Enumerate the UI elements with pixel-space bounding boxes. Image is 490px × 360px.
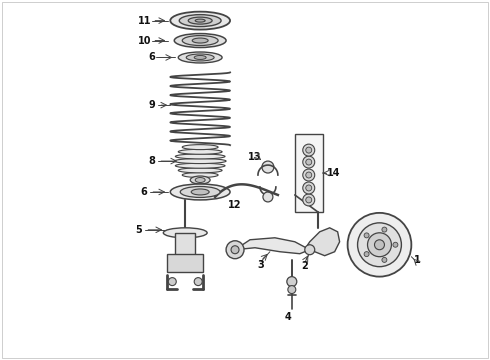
Circle shape: [393, 242, 398, 247]
Circle shape: [303, 194, 315, 206]
Ellipse shape: [175, 154, 225, 159]
Text: 8: 8: [148, 156, 155, 166]
Ellipse shape: [287, 276, 297, 287]
Text: 11: 11: [138, 15, 152, 26]
Circle shape: [226, 241, 244, 259]
Ellipse shape: [194, 55, 206, 59]
Text: 9: 9: [148, 100, 155, 110]
Circle shape: [364, 233, 369, 238]
Circle shape: [306, 159, 312, 165]
Text: 10: 10: [138, 36, 152, 46]
Polygon shape: [308, 228, 340, 256]
Text: 4: 4: [285, 312, 291, 323]
Ellipse shape: [288, 285, 296, 293]
Text: 6: 6: [148, 53, 155, 63]
Bar: [175, 233, 195, 255]
Ellipse shape: [195, 19, 205, 22]
Ellipse shape: [178, 52, 222, 63]
Ellipse shape: [174, 33, 226, 48]
Ellipse shape: [182, 172, 218, 177]
Circle shape: [306, 172, 312, 178]
Circle shape: [231, 246, 239, 254]
Ellipse shape: [178, 168, 222, 173]
Ellipse shape: [178, 149, 222, 154]
Ellipse shape: [171, 184, 230, 200]
Circle shape: [382, 257, 387, 262]
Text: 2: 2: [301, 261, 308, 271]
Text: 12: 12: [228, 200, 242, 210]
Ellipse shape: [190, 176, 210, 184]
Ellipse shape: [195, 177, 205, 183]
Ellipse shape: [163, 228, 207, 238]
Circle shape: [347, 213, 412, 276]
Circle shape: [382, 227, 387, 232]
Circle shape: [303, 182, 315, 194]
Circle shape: [168, 278, 176, 285]
Text: 6: 6: [141, 187, 147, 197]
Ellipse shape: [180, 186, 220, 197]
Bar: [167, 254, 203, 272]
Circle shape: [306, 185, 312, 191]
Bar: [295, 134, 323, 212]
Circle shape: [306, 147, 312, 153]
Circle shape: [306, 197, 312, 203]
Ellipse shape: [191, 189, 209, 195]
Ellipse shape: [175, 163, 225, 168]
Circle shape: [262, 161, 274, 173]
Ellipse shape: [174, 159, 226, 163]
Circle shape: [303, 144, 315, 156]
Ellipse shape: [186, 54, 214, 61]
Ellipse shape: [171, 12, 230, 30]
Ellipse shape: [182, 145, 218, 150]
Text: 3: 3: [258, 260, 264, 270]
Text: 13: 13: [248, 152, 262, 162]
Circle shape: [374, 240, 385, 250]
Circle shape: [358, 223, 401, 267]
Circle shape: [194, 278, 202, 285]
Text: 14: 14: [327, 168, 340, 178]
Text: 5: 5: [135, 225, 142, 235]
Ellipse shape: [179, 15, 221, 27]
Circle shape: [368, 233, 392, 257]
Polygon shape: [235, 238, 310, 254]
Circle shape: [364, 252, 369, 257]
Circle shape: [305, 245, 315, 255]
Circle shape: [303, 169, 315, 181]
Ellipse shape: [192, 38, 208, 43]
Ellipse shape: [182, 36, 218, 45]
Circle shape: [303, 156, 315, 168]
Text: 1: 1: [415, 255, 421, 265]
Ellipse shape: [188, 17, 212, 24]
Circle shape: [263, 192, 273, 202]
